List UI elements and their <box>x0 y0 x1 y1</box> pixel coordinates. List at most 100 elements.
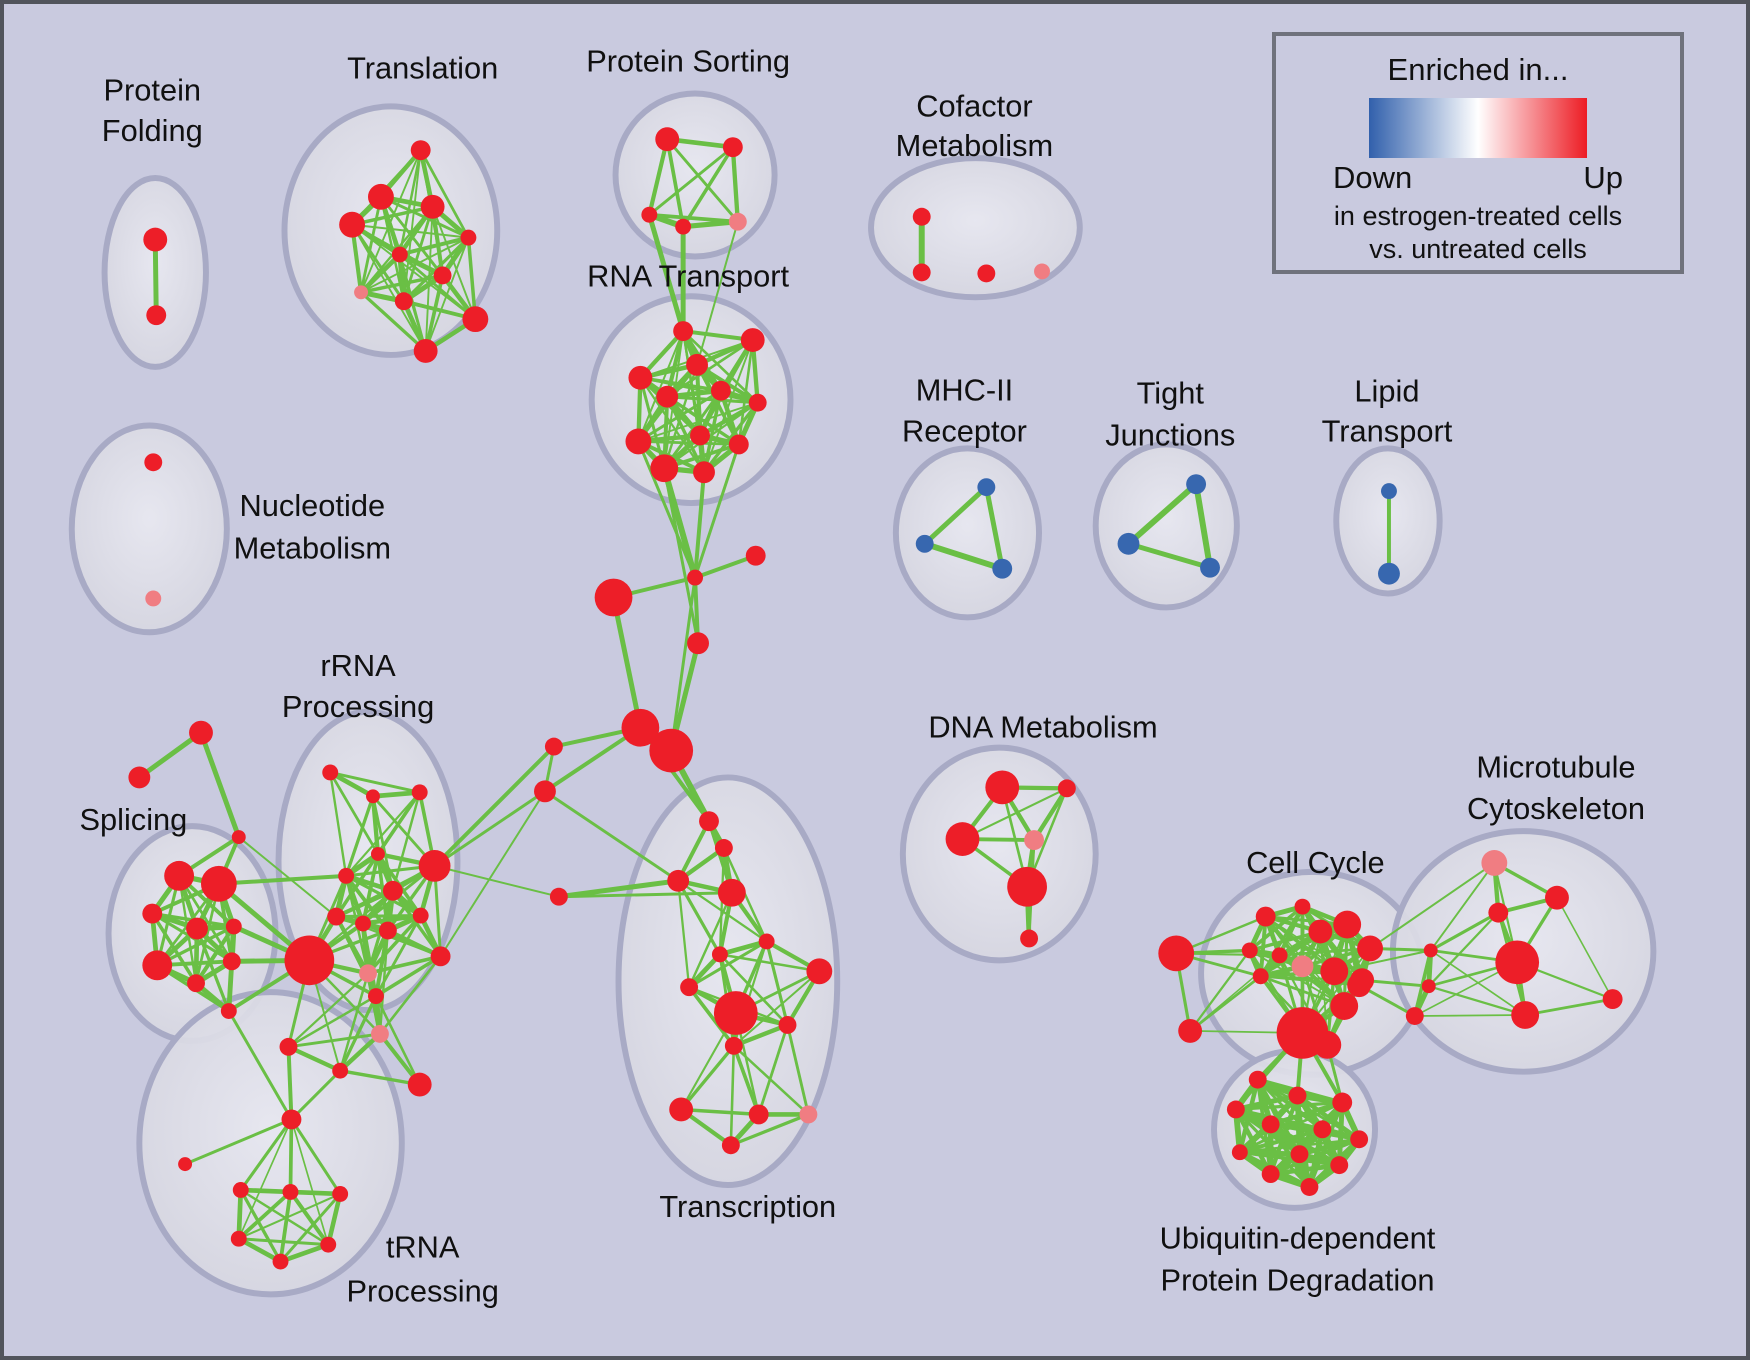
edge <box>687 939 769 989</box>
node-hub <box>534 780 556 803</box>
edge <box>1233 1093 1301 1112</box>
edge <box>290 1118 330 1246</box>
node-cellcycle <box>1357 935 1383 962</box>
edge <box>702 401 760 474</box>
node-rna_transport <box>625 428 652 455</box>
node-ubiquitin <box>1350 1130 1369 1149</box>
node-protein_sorting <box>728 212 747 231</box>
node-ubiquitin <box>1330 1156 1349 1175</box>
edge <box>729 1044 736 1147</box>
edge <box>646 212 686 334</box>
edge <box>287 972 370 1048</box>
node-rna_transport <box>748 393 767 412</box>
node-cellcycle <box>1294 898 1311 915</box>
edge <box>1234 1100 1344 1112</box>
node-transcription <box>806 958 833 985</box>
node-hub <box>687 632 709 655</box>
edge <box>687 891 734 989</box>
node-mhc <box>977 478 996 497</box>
node-dna <box>985 770 1020 805</box>
edge <box>665 394 706 474</box>
node-rrna <box>418 849 451 882</box>
node-transcription <box>721 1136 740 1155</box>
edge <box>345 791 421 877</box>
node-dna <box>945 822 980 856</box>
cluster-label-cellcycle: Cell Cycle <box>1246 845 1385 880</box>
node-nucleotide <box>145 590 162 607</box>
edge <box>731 1043 761 1117</box>
edge <box>236 1190 293 1241</box>
edge <box>152 237 159 318</box>
edge <box>543 789 680 883</box>
node-hub <box>544 737 563 756</box>
legend-caption-line2: vs. untreated cells <box>1369 234 1587 264</box>
node-tight <box>1117 532 1140 555</box>
edge <box>344 794 375 878</box>
node-mhc <box>992 558 1013 579</box>
node-rrna <box>370 847 385 861</box>
node-transcription <box>724 1036 743 1055</box>
edge <box>279 1192 342 1264</box>
node-ubiquitin <box>1226 1100 1245 1119</box>
node-dna <box>1024 830 1044 850</box>
edge <box>287 1032 382 1049</box>
edge <box>328 770 422 794</box>
cluster-label-protein_sorting: Protein Sorting <box>586 44 790 79</box>
cluster-label-nucleotide: Nucleotide <box>240 488 386 523</box>
node-rna_transport <box>673 321 694 342</box>
edge <box>337 1031 383 1073</box>
cluster-label-tight: Tight <box>1137 376 1205 411</box>
edge <box>1278 947 1372 957</box>
edge <box>702 388 723 474</box>
node-splicing <box>225 918 242 935</box>
edge <box>717 939 770 957</box>
edge <box>679 1107 761 1117</box>
node-protein_folding <box>143 227 168 252</box>
edge <box>679 1044 736 1112</box>
node-translation <box>410 140 431 161</box>
edge <box>198 730 242 840</box>
edge <box>334 852 380 919</box>
node-cellcycle <box>1320 957 1349 986</box>
node-ubiquitin <box>1288 1086 1307 1105</box>
node-hub <box>549 887 568 906</box>
node-cellcycle <box>1347 973 1372 998</box>
edge <box>693 575 701 646</box>
edge <box>288 1189 331 1247</box>
edge <box>1556 896 1614 1000</box>
legend-caption: in estrogen-treated cells vs. untreated … <box>1276 200 1680 266</box>
node-trna <box>230 1230 247 1247</box>
edge <box>350 223 406 303</box>
edge <box>647 137 670 217</box>
node-ubiquitin <box>1261 1165 1280 1184</box>
edge <box>693 553 758 580</box>
node-tight <box>1186 474 1207 495</box>
edge <box>786 1023 810 1116</box>
cluster-label-protein_folding: Protein <box>103 72 201 107</box>
edge <box>693 470 706 580</box>
node-cellcycle <box>1291 955 1314 978</box>
node-rna_transport <box>740 328 765 352</box>
cluster-label-rrna: rRNA <box>320 648 396 683</box>
edge <box>239 1188 283 1264</box>
node-ubiquitin <box>1300 1178 1319 1196</box>
node-transcription <box>758 933 775 950</box>
node-nucleotide <box>144 453 163 472</box>
edge <box>647 145 735 217</box>
node-cellcycle <box>1330 992 1359 1020</box>
node-transcription <box>748 1104 769 1125</box>
node-lipid <box>1378 562 1400 585</box>
node-rrna <box>355 915 371 932</box>
edge <box>556 878 681 900</box>
cluster-label-transcription: Transcription <box>659 1189 836 1224</box>
node-rrna <box>366 789 380 804</box>
node-hub <box>178 1157 193 1172</box>
cluster-label-rrna: Processing <box>282 689 434 724</box>
node-trna <box>281 1109 302 1130</box>
edge <box>329 771 348 878</box>
edge <box>359 273 445 295</box>
edge <box>693 442 741 580</box>
edge <box>1429 949 1526 1016</box>
edge <box>611 595 643 731</box>
edge <box>239 1117 294 1192</box>
